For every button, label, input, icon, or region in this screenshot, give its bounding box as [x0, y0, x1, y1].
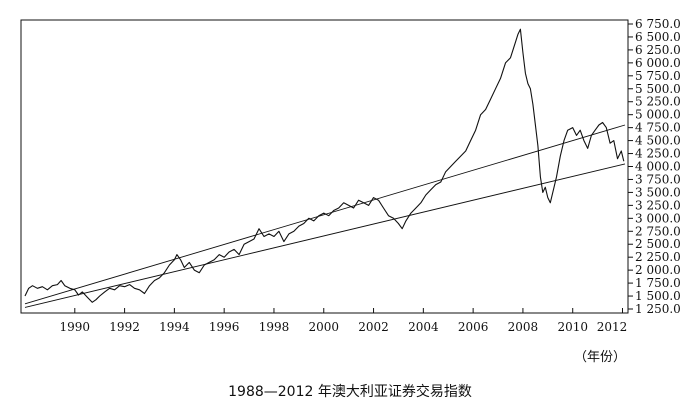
y-tick-label: 6 500.0 [635, 30, 681, 44]
x-tick-label: 1992 [109, 320, 140, 334]
y-tick-label: 4 000.0 [635, 160, 681, 174]
x-axis: 1990 1992 1994 1996 1998 2000 2002 2004 2006 2008… [60, 308, 628, 334]
x-tick-label: 2006 [458, 320, 489, 334]
plot-frame [20, 19, 629, 314]
y-axis: 1 250.01 500.01 750.02 000.02 250.02 500… [628, 17, 681, 316]
x-tick-label: 1996 [209, 320, 240, 334]
x-tick-label: 2012 [597, 320, 628, 334]
y-tick-label: 1 750.0 [635, 276, 681, 290]
y-tick-label: 4 750.0 [635, 121, 681, 135]
x-tick-label: 1998 [259, 320, 290, 334]
x-tick-label: 2004 [408, 320, 439, 334]
y-tick-label: 4 500.0 [635, 134, 681, 148]
trend-line-2 [24, 163, 626, 308]
x-tick-label: 2010 [557, 320, 588, 334]
series-group [24, 28, 626, 308]
x-tick-label: 2002 [358, 320, 389, 334]
y-tick-label: 4 250.0 [635, 147, 681, 161]
y-tick-label: 2 250.0 [635, 250, 681, 264]
x-tick-label: 2008 [508, 320, 539, 334]
x-tick-label: 2000 [308, 320, 339, 334]
y-tick-label: 1 500.0 [635, 289, 681, 303]
y-tick-label: 5 500.0 [635, 82, 681, 96]
y-tick-label: 5 750.0 [635, 69, 681, 83]
x-tick-label: 1990 [60, 320, 91, 334]
chart-title: 1988—2012 年澳大利亚证券交易指数 [228, 383, 472, 400]
y-tick-label: 1 250.0 [635, 302, 681, 316]
y-tick-label: 5 000.0 [635, 108, 681, 122]
y-tick-label: 5 250.0 [635, 95, 681, 109]
y-tick-label: 6 250.0 [635, 43, 681, 57]
y-tick-label: 3 500.0 [635, 185, 681, 199]
x-axis-unit-label: （年份） [574, 350, 626, 365]
y-tick-label: 6 000.0 [635, 56, 681, 70]
y-tick-label: 3 000.0 [635, 211, 681, 225]
y-tick-label: 3 250.0 [635, 198, 681, 212]
y-tick-label: 2 750.0 [635, 224, 681, 238]
index-series-line [24, 28, 625, 303]
trend-line-1 [24, 124, 626, 305]
y-tick-label: 3 750.0 [635, 172, 681, 186]
y-tick-label: 6 750.0 [635, 17, 681, 31]
y-tick-label: 2 000.0 [635, 263, 681, 277]
y-tick-label: 2 500.0 [635, 237, 681, 251]
x-tick-label: 1994 [159, 320, 190, 334]
